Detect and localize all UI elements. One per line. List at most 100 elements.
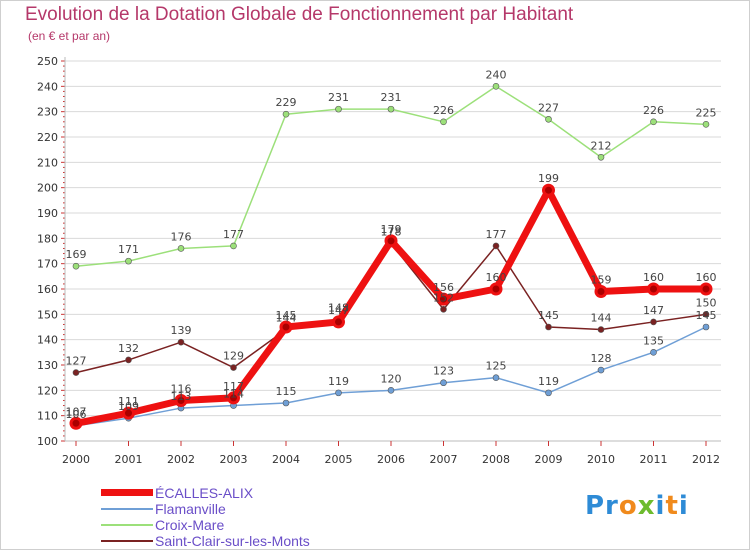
data-point [387,387,395,394]
data-point [72,262,80,270]
data-point [279,320,293,334]
data-point [597,326,605,333]
x-tick-label: 2000 [62,453,90,466]
x-tick-label: 2005 [325,453,353,466]
data-label: 116 [171,382,192,395]
data-label: 114 [223,388,244,401]
data-label: 231 [381,91,402,104]
data-point [230,242,237,250]
data-label: 169 [66,248,87,261]
data-point [230,364,237,371]
legend-item-saint-clair: Saint-Clair-sur-les-Monts [101,533,401,549]
data-point [335,389,342,397]
data-label: 212 [591,139,612,152]
data-label: 125 [486,360,507,373]
y-tick-label: 160 [37,283,58,296]
data-label: 156 [433,281,454,294]
x-tick-label: 2004 [272,453,300,466]
data-point [650,318,657,326]
data-point [702,121,710,128]
x-tick-label: 2006 [377,453,405,466]
data-label: 127 [66,355,87,368]
y-tick-label: 180 [37,232,58,245]
data-point [650,118,657,126]
x-tick-label: 2001 [115,453,143,466]
x-tick-label: 2008 [482,453,510,466]
legend-swatch-flamanville [101,508,153,510]
data-point [177,245,185,252]
data-point [125,257,132,265]
y-tick-label: 240 [37,80,58,93]
data-point [125,356,132,364]
legend-label-croix-mare: Croix-Mare [155,517,225,533]
data-label: 120 [381,372,402,385]
data-point [440,305,447,313]
data-label: 144 [276,312,297,325]
data-point [542,183,555,197]
data-label: 135 [643,334,664,347]
data-label: 148 [328,301,349,314]
data-label: 147 [643,304,664,317]
data-point [282,110,290,118]
data-point [492,374,500,381]
data-label: 145 [276,309,297,322]
chart-subtitle: (en € et par an) [28,29,111,43]
data-label: 109 [118,400,139,413]
legend-item-flamanville: Flamanville [101,501,401,517]
series-line-saint-clair-sur-les-monts [75,242,707,374]
data-point [594,285,608,299]
legend-item-croix-mare: Croix-Mare [101,517,401,533]
data-point [597,153,605,161]
data-point [227,391,240,405]
data-label: 144 [591,312,612,325]
data-label: 123 [433,365,454,378]
data-label: 107 [66,405,87,418]
legend-swatch-ecalles-alix [101,489,153,496]
data-label: 119 [538,375,559,388]
chart-title: Evolution de la Dotation Globale de Fonc… [25,4,574,25]
y-tick-label: 250 [37,55,58,68]
data-label: 145 [696,309,717,322]
data-label: 159 [591,274,612,287]
data-label: 132 [118,342,139,355]
data-label: 147 [328,304,349,317]
data-label: 226 [433,104,454,117]
y-tick-label: 200 [37,182,58,195]
data-label: 152 [433,291,454,304]
y-tick-label: 170 [37,258,58,271]
y-tick-label: 120 [37,384,58,397]
data-label: 111 [118,395,139,408]
data-label: 177 [223,228,244,241]
data-label: 115 [276,385,297,398]
data-label: 129 [223,350,244,363]
data-label: 139 [171,324,192,337]
data-point [437,292,450,306]
data-label: 145 [538,309,559,322]
data-label: 229 [276,96,297,109]
data-point [440,118,447,126]
data-label: 227 [538,101,559,114]
data-point [545,389,552,397]
data-point [545,115,552,123]
y-tick-label: 210 [37,156,58,169]
data-point [122,406,135,420]
x-tick-label: 2011 [640,453,668,466]
legend-swatch-saint-clair [101,540,153,542]
x-tick-label: 2007 [430,453,458,466]
x-tick-label: 2009 [535,453,563,466]
proxiti-logo: Proxiti [585,491,689,521]
data-label: 176 [171,230,192,243]
data-point [492,242,500,250]
data-point [492,83,500,90]
x-tick-label: 2003 [220,453,248,466]
data-point [699,282,713,296]
data-point [69,416,83,430]
data-point [387,105,395,113]
data-point [489,282,503,296]
x-tick-label: 2002 [167,453,195,466]
data-label: 240 [486,68,507,81]
data-label: 113 [171,390,192,403]
data-point [647,282,660,296]
data-point [440,379,447,387]
